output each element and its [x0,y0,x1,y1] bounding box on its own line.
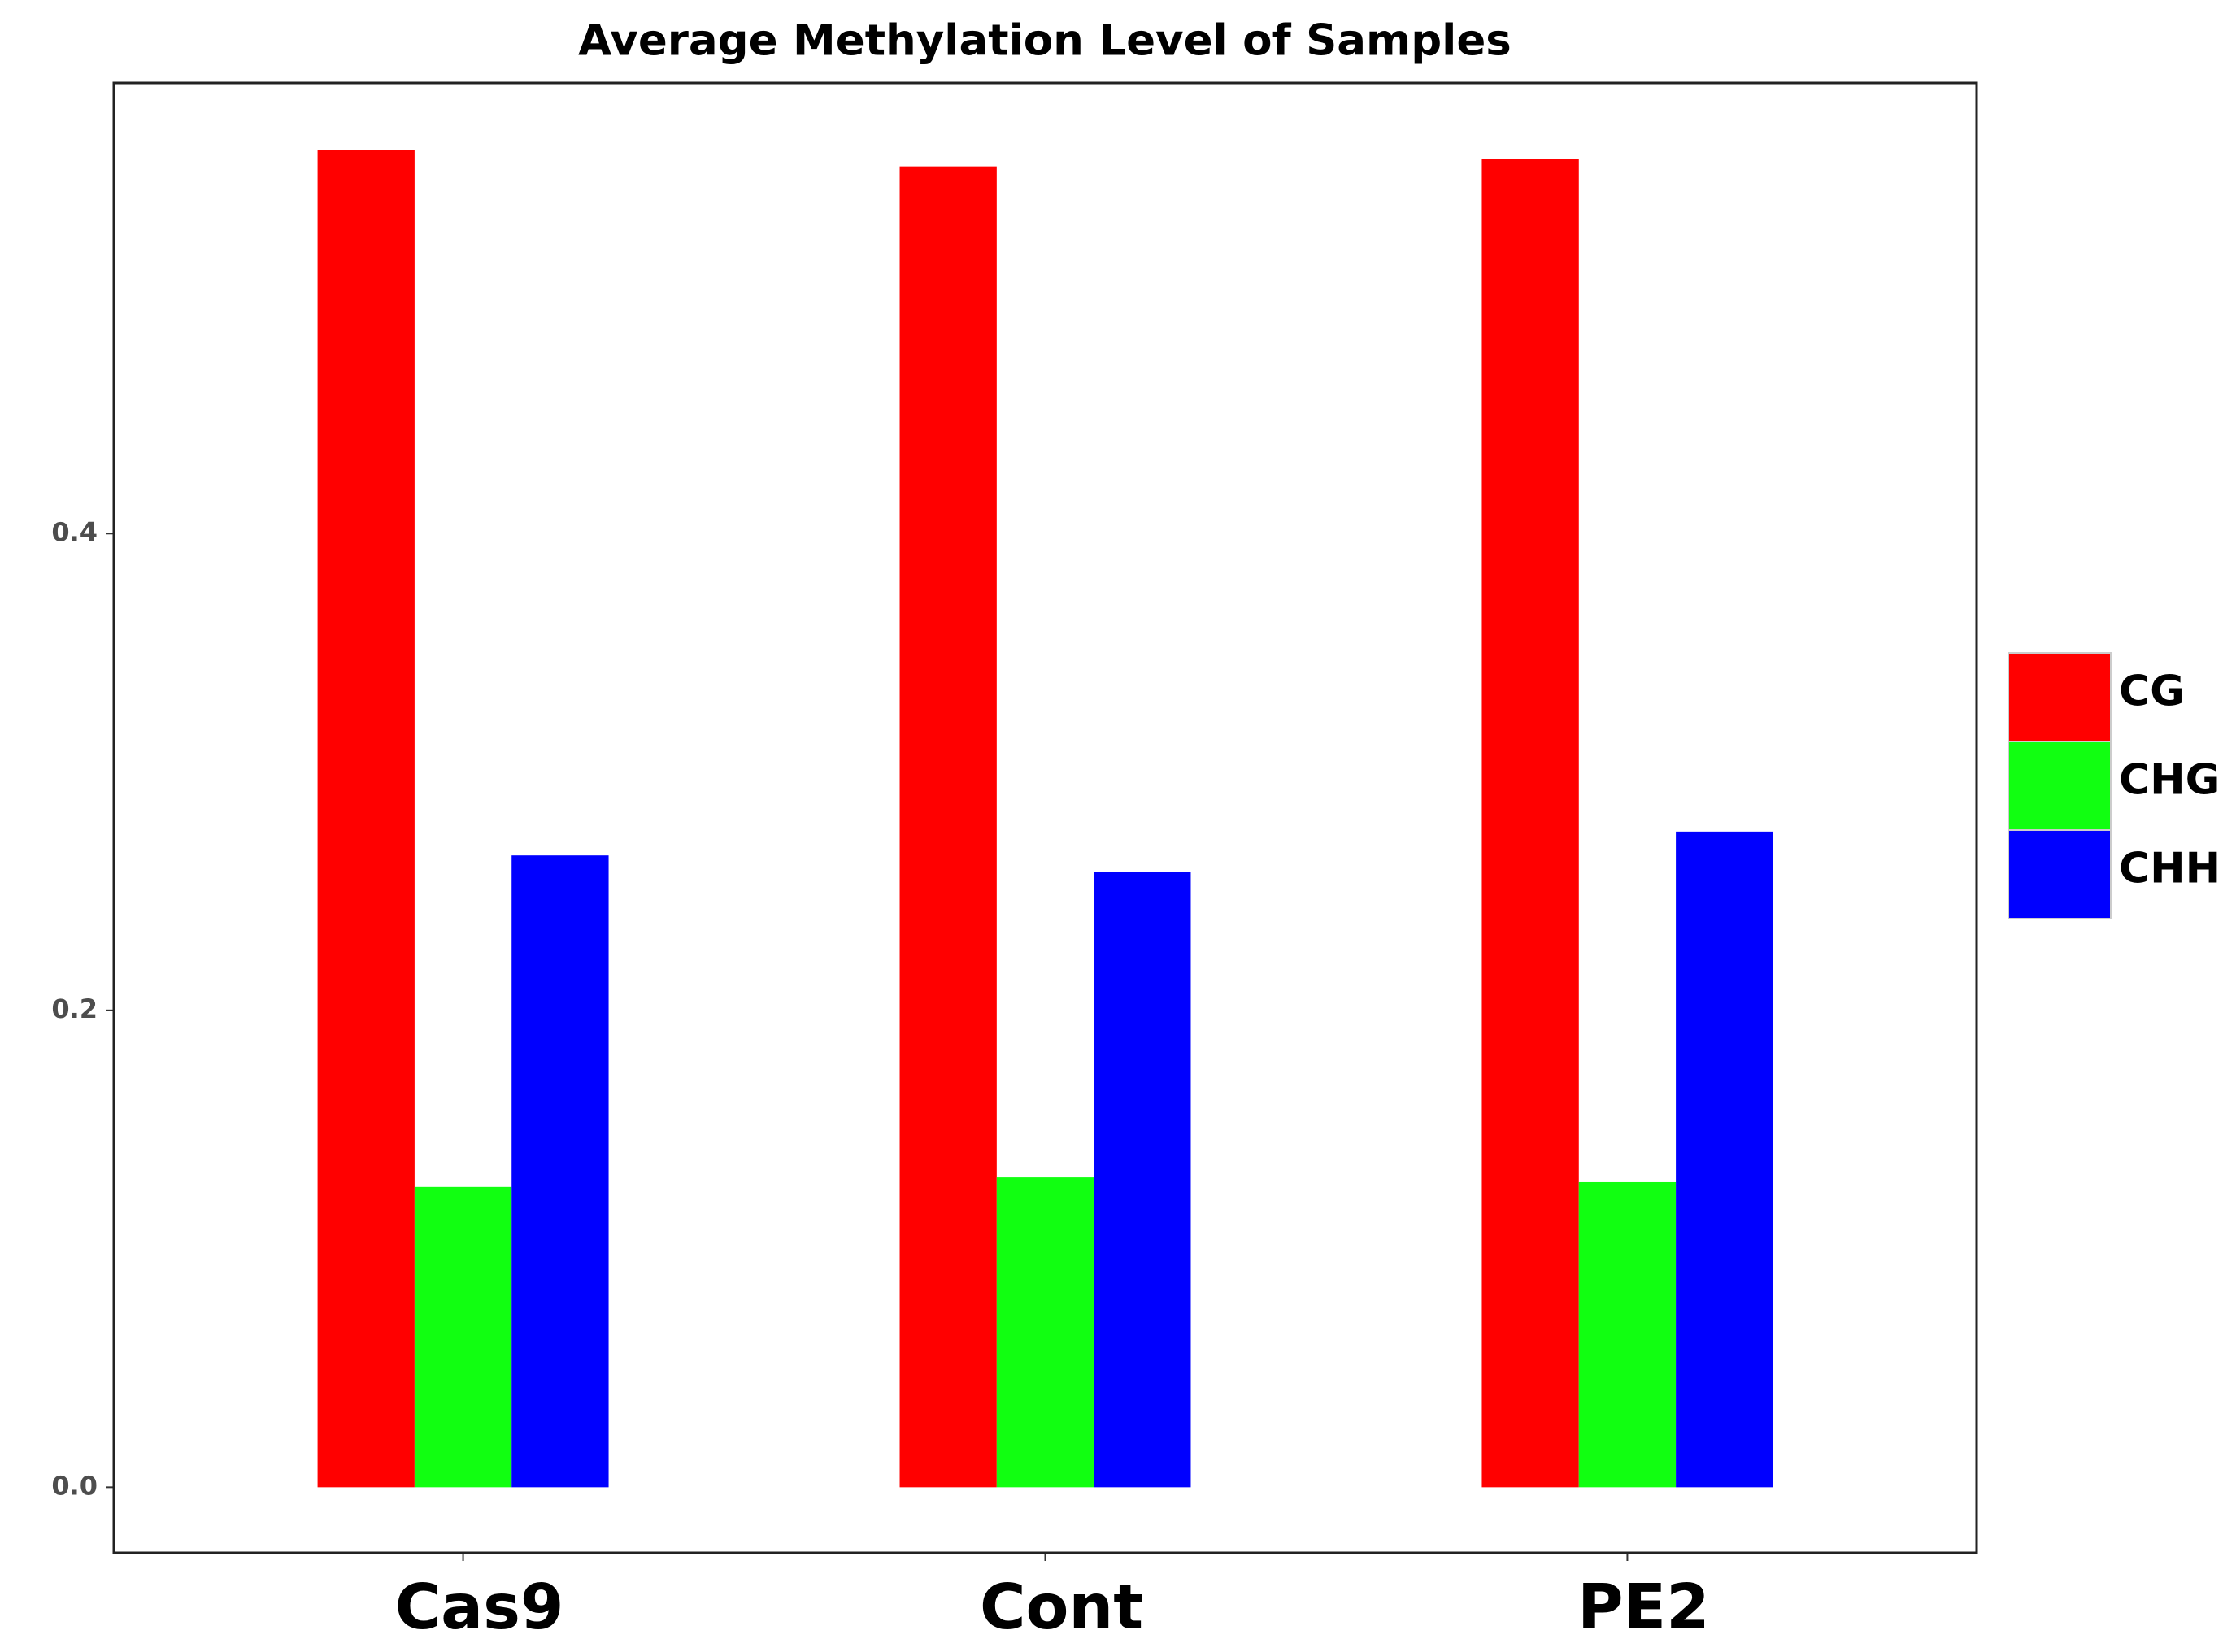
legend-key [2008,741,2112,831]
x-tick-label: Cas9 [395,1572,564,1644]
bar [1578,1181,1677,1488]
legend-label: CHH [2119,845,2221,893]
bar [1676,831,1773,1488]
y-tick-label: 0.4 [51,516,98,547]
y-tick-label: 0.2 [51,993,98,1024]
chart-title: Average Methylation Level of Samples [578,16,1512,66]
bar [1481,159,1579,1488]
bar [414,1186,512,1488]
y-tick-label: 0.0 [51,1470,98,1501]
bar [511,855,609,1488]
x-tick-label: PE2 [1577,1572,1710,1644]
x-tick-label: Cont [980,1572,1143,1644]
plot-border [112,81,1978,1554]
bar [996,1177,1094,1488]
legend-label: CHG [2119,756,2220,805]
legend-label: CG [2119,667,2185,716]
bar [899,166,997,1488]
legend-key [2008,652,2112,742]
legend-key [2008,829,2112,919]
bar [1094,872,1191,1488]
bar [317,150,415,1488]
